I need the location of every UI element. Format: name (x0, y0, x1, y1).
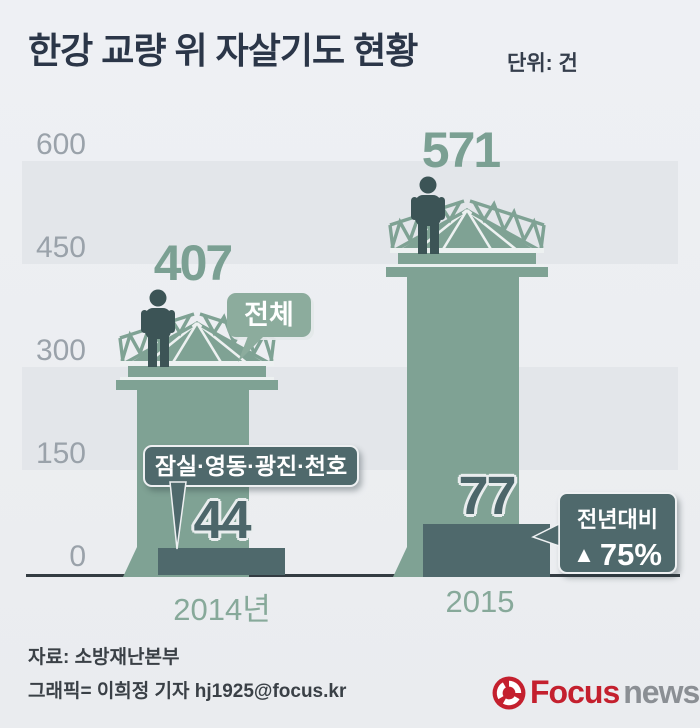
up-triangle-icon: ▲ (573, 542, 595, 567)
ytick-150: 150 (35, 437, 86, 470)
callout-total-tail (238, 336, 264, 362)
yoy-value: 75% (599, 537, 662, 572)
focus-swirl-icon (492, 676, 526, 709)
callout-subset-bridges: 잠실·영동·광진·천호 (143, 445, 359, 487)
ytick-450: 450 (35, 231, 86, 264)
value-subset-2015: 77 (458, 466, 516, 526)
value-subset-2014: 44 (193, 490, 251, 550)
bridge-deck-person-icon (384, 174, 550, 277)
logo-brand-text: Focus (530, 674, 620, 710)
ytick-600: 600 (35, 128, 86, 161)
callout-yoy-tail (531, 522, 560, 548)
bar-subset-2015 (423, 524, 550, 577)
logo-suffix-text: news (623, 674, 700, 710)
page-title: 한강 교량 위 자살기도 현황 (28, 30, 418, 71)
value-total-2014: 407 (153, 235, 233, 291)
value-total-2015: 571 (421, 122, 501, 178)
credit-text: 그래픽= 이희정 기자 hj1925@focus.kr (28, 681, 347, 702)
source-text: 자료: 소방재난본부 (28, 647, 180, 668)
yoy-label: 전년대비 (577, 507, 658, 532)
bar-subset-2014 (158, 548, 285, 575)
xlabel-2014: 2014년 (173, 592, 271, 627)
ytick-0: 0 (69, 540, 86, 573)
callout-yoy: 전년대비 ▲ 75% (558, 492, 677, 574)
grid-band-450-600 (22, 161, 678, 264)
focus-news-logo: Focus news (492, 674, 700, 711)
ytick-300: 300 (35, 334, 86, 367)
tower-foot-2014 (123, 547, 137, 577)
callout-total: 전체 (227, 293, 311, 337)
xlabel-2015: 2015 (445, 584, 515, 619)
x-axis-line (26, 574, 680, 577)
unit-label: 단위: 건 (507, 52, 578, 75)
callout-subset-tail (169, 481, 187, 550)
tower-foot-2015 (393, 547, 407, 577)
